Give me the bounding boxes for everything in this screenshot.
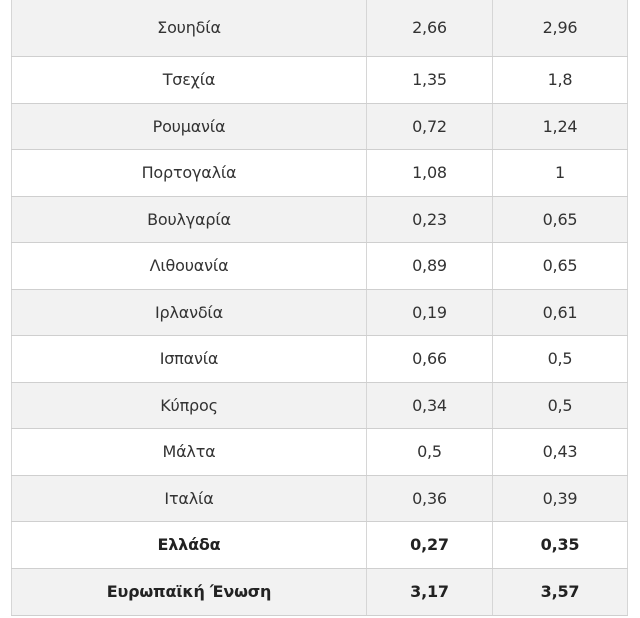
value-cell-1: 0,34	[366, 382, 493, 429]
value-cell-1: 0,19	[366, 289, 493, 336]
table-row-eu-total: Ευρωπαϊκή Ένωση 3,17 3,57	[11, 568, 628, 616]
table-row: Βουλγαρία 0,23 0,65	[11, 196, 628, 243]
table-row: Ιρλανδία 0,19 0,61	[11, 289, 628, 336]
table-row: Πορτογαλία 1,08 1	[11, 149, 628, 197]
country-cell: Ιρλανδία	[11, 289, 367, 336]
value-cell-1: 0,72	[366, 103, 493, 150]
country-cell: Τσεχία	[11, 56, 367, 104]
value-cell-1: 0,89	[366, 242, 493, 290]
table-row-greece: Ελλάδα 0,27 0,35	[11, 521, 628, 569]
value-cell-1: 0,66	[366, 335, 493, 383]
value-cell-1: 0,5	[366, 428, 493, 476]
country-cell: Κύπρος	[11, 382, 367, 429]
country-cell: Μάλτα	[11, 428, 367, 476]
table-row: Ιταλία 0,36 0,39	[11, 475, 628, 522]
value-cell-2: 0,5	[492, 382, 628, 429]
value-cell-2: 0,39	[492, 475, 628, 522]
value-cell-2: 2,96	[492, 0, 628, 57]
value-cell-2: 0,65	[492, 242, 628, 290]
country-cell: Ευρωπαϊκή Ένωση	[11, 568, 367, 616]
value-cell-2: 0,65	[492, 196, 628, 243]
value-cell-2: 0,35	[492, 521, 628, 569]
country-cell: Ελλάδα	[11, 521, 367, 569]
table-row: Κύπρος 0,34 0,5	[11, 382, 628, 429]
country-cell: Ιταλία	[11, 475, 367, 522]
value-cell-2: 0,5	[492, 335, 628, 383]
value-cell-1: 0,36	[366, 475, 493, 522]
value-cell-2: 1	[492, 149, 628, 197]
data-table: Σουηδία 2,66 2,96 Τσεχία 1,35 1,8 Ρουμαν…	[11, 0, 628, 616]
table-row: Ρουμανία 0,72 1,24	[11, 103, 628, 150]
value-cell-2: 3,57	[492, 568, 628, 616]
country-cell: Σουηδία	[11, 0, 367, 57]
value-cell-1: 2,66	[366, 0, 493, 57]
value-cell-1: 3,17	[366, 568, 493, 616]
table-row: Μάλτα 0,5 0,43	[11, 428, 628, 476]
table-row: Ισπανία 0,66 0,5	[11, 335, 628, 383]
value-cell-1: 0,23	[366, 196, 493, 243]
country-cell: Ισπανία	[11, 335, 367, 383]
table-row: Λιθουανία 0,89 0,65	[11, 242, 628, 290]
table-row: Σουηδία 2,66 2,96	[11, 0, 628, 57]
value-cell-2: 0,43	[492, 428, 628, 476]
country-cell: Πορτογαλία	[11, 149, 367, 197]
country-cell: Ρουμανία	[11, 103, 367, 150]
value-cell-2: 0,61	[492, 289, 628, 336]
country-cell: Λιθουανία	[11, 242, 367, 290]
country-cell: Βουλγαρία	[11, 196, 367, 243]
value-cell-1: 0,27	[366, 521, 493, 569]
value-cell-1: 1,08	[366, 149, 493, 197]
table-body: Σουηδία 2,66 2,96 Τσεχία 1,35 1,8 Ρουμαν…	[11, 0, 628, 616]
value-cell-2: 1,24	[492, 103, 628, 150]
value-cell-1: 1,35	[366, 56, 493, 104]
table-row: Τσεχία 1,35 1,8	[11, 56, 628, 104]
value-cell-2: 1,8	[492, 56, 628, 104]
